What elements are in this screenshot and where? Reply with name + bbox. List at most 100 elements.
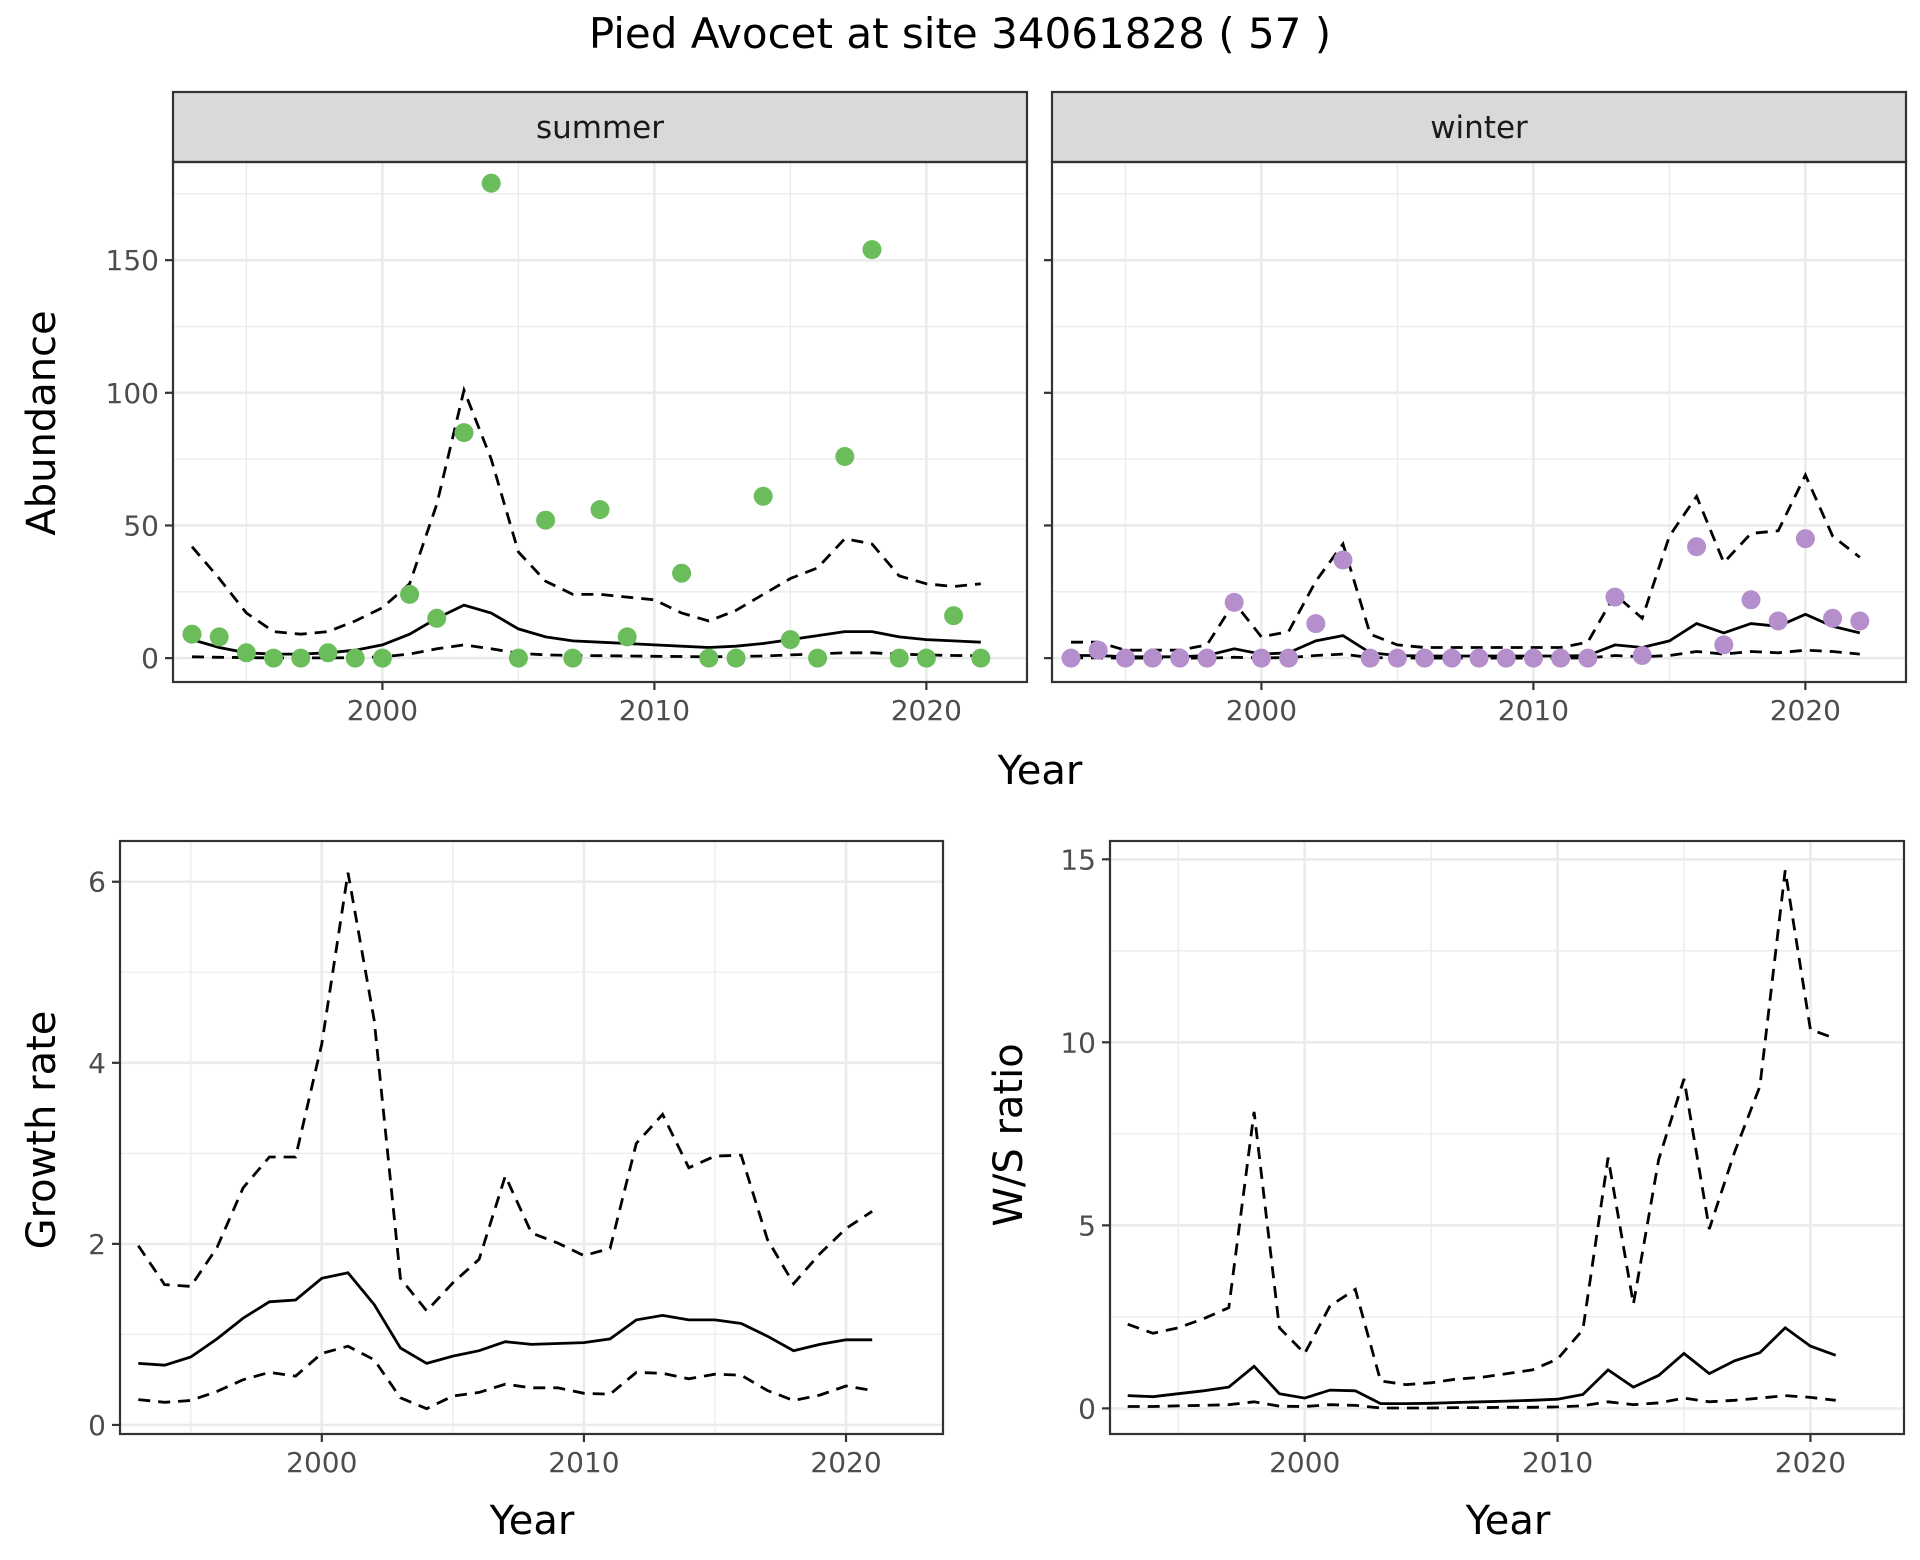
data-point xyxy=(1850,611,1870,631)
x-tick-label: 2020 xyxy=(810,1446,881,1479)
data-point xyxy=(1741,590,1761,610)
y-tick-label: 100 xyxy=(106,377,159,410)
data-point xyxy=(1360,648,1380,668)
data-point xyxy=(1632,646,1652,665)
panel-border xyxy=(171,160,1029,684)
data-point xyxy=(944,606,964,626)
data-point xyxy=(1170,648,1190,668)
data-point xyxy=(1578,648,1598,668)
y-tick-label: 10 xyxy=(1060,1026,1096,1059)
y-tick-label: 4 xyxy=(88,1047,106,1080)
ci-lower-line xyxy=(191,643,981,660)
data-point xyxy=(916,648,936,668)
data-point xyxy=(1469,648,1489,668)
data-point xyxy=(1687,537,1707,557)
data-point xyxy=(209,627,229,647)
data-point xyxy=(971,648,991,668)
abundance-x-axis-title: Year xyxy=(997,748,1083,794)
x-tick-label: 2000 xyxy=(347,694,418,727)
data-point xyxy=(1387,648,1407,668)
y-tick-label: 15 xyxy=(1060,843,1096,876)
data-point xyxy=(590,500,610,520)
data-point xyxy=(1823,608,1843,628)
x-tick-label: 2020 xyxy=(891,694,962,727)
main-title: Pied Avocet at site 34061828 ( 57 ) xyxy=(589,9,1331,58)
ws-x-axis-title: Year xyxy=(1465,1498,1551,1544)
x-tick-label: 2020 xyxy=(1775,1446,1846,1479)
y-tick-label: 0 xyxy=(1078,1392,1096,1425)
data-point xyxy=(1224,592,1244,612)
data-point xyxy=(372,648,392,668)
estimate-line xyxy=(138,1271,873,1367)
data-point xyxy=(753,486,773,506)
data-point xyxy=(1061,648,1081,668)
ci-upper-line xyxy=(1127,870,1837,1387)
data-point xyxy=(563,648,583,668)
data-point xyxy=(835,447,855,466)
data-point xyxy=(1442,648,1462,668)
estimate-line xyxy=(191,603,981,656)
data-point xyxy=(1251,648,1271,668)
data-point xyxy=(1306,614,1326,634)
x-tick-label: 2000 xyxy=(286,1446,357,1479)
y-tick-label: 2 xyxy=(88,1228,106,1261)
data-point xyxy=(345,648,365,668)
ci-upper-line xyxy=(137,872,873,1314)
x-tick-label: 2010 xyxy=(1522,1446,1593,1479)
panel-border xyxy=(1108,839,1906,1436)
x-tick-label: 2020 xyxy=(1770,694,1841,727)
facet-strip-label: winter xyxy=(1430,110,1528,146)
data-point xyxy=(536,510,556,530)
data-point xyxy=(481,173,501,193)
panel-border xyxy=(1050,160,1908,684)
data-point xyxy=(617,627,637,647)
data-point xyxy=(400,584,420,604)
data-point xyxy=(318,643,338,663)
y-tick-label: 150 xyxy=(106,244,159,277)
panel-growth-rate: 2000 2010 2020 0 2 4 6 xyxy=(88,839,945,1479)
data-point xyxy=(1333,550,1353,570)
y-tick-label: 5 xyxy=(1078,1209,1096,1242)
y-tick-label: 0 xyxy=(88,1409,106,1442)
ws-y-axis-title: W/S ratio xyxy=(986,1043,1032,1226)
x-tick-label: 2010 xyxy=(548,1446,619,1479)
panel-ws-ratio: 2000 2010 2020 0 5 10 15 xyxy=(1060,839,1906,1479)
data-point xyxy=(1415,648,1435,668)
data-point xyxy=(1714,635,1734,655)
data-point xyxy=(264,648,284,668)
data-point xyxy=(1605,587,1625,607)
x-tick-label: 2010 xyxy=(1498,694,1569,727)
data-point xyxy=(862,240,882,260)
data-point xyxy=(1143,648,1163,668)
data-point xyxy=(291,648,311,668)
panel-abundance-winter: winter 2000 2010 2020 xyxy=(1044,90,1908,727)
facet-strip xyxy=(1050,90,1908,164)
facet-strip xyxy=(171,90,1029,164)
data-point xyxy=(672,563,692,583)
data-point xyxy=(182,624,202,644)
data-point xyxy=(1197,648,1217,668)
data-point xyxy=(1551,648,1571,668)
x-tick-label: 2000 xyxy=(1269,1446,1340,1479)
data-point xyxy=(427,608,447,628)
data-point xyxy=(808,648,828,668)
data-point xyxy=(1523,648,1543,668)
y-tick-label: 0 xyxy=(141,642,159,675)
data-point xyxy=(454,423,474,443)
estimate-line xyxy=(1071,612,1861,659)
y-tick-label: 6 xyxy=(88,866,106,899)
facet-strip-label: summer xyxy=(536,110,664,146)
data-point xyxy=(1768,611,1788,631)
growth-x-axis-title: Year xyxy=(489,1498,575,1544)
data-point xyxy=(1496,648,1516,668)
abundance-y-axis-title: Abundance xyxy=(19,310,65,535)
x-tick-label: 2000 xyxy=(1226,694,1297,727)
data-point xyxy=(726,648,746,668)
panel-abundance-summer: summer 2000 2010 2020 0 50 100 150 xyxy=(106,90,1029,727)
ci-upper-line xyxy=(1071,471,1861,652)
data-point xyxy=(1279,648,1299,668)
panel-border xyxy=(118,839,945,1436)
data-point xyxy=(1088,640,1108,660)
data-point xyxy=(1115,648,1135,668)
